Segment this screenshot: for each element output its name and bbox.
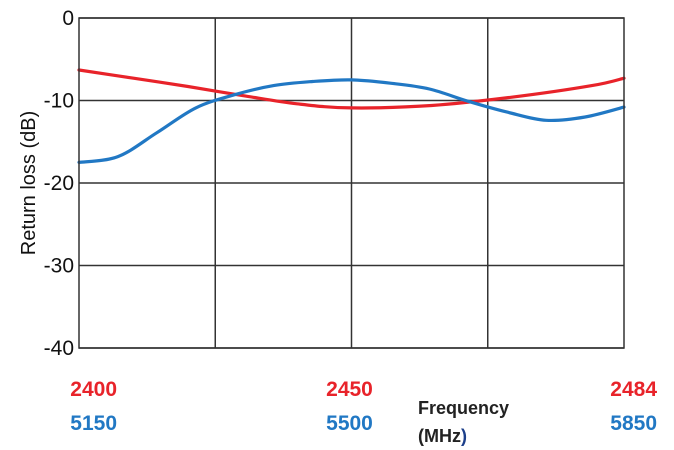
x-tick-label: 5500 bbox=[326, 412, 373, 435]
series-line-red bbox=[77, 68, 626, 110]
x-tick-label: 2400 bbox=[70, 378, 117, 401]
x-axis-label-line1: Frequency bbox=[418, 398, 509, 418]
x-axis-label-close-paren: ) bbox=[461, 426, 467, 446]
series-layer bbox=[77, 68, 626, 164]
x-tick-label: 2450 bbox=[326, 378, 373, 401]
x-tick-label: 5850 bbox=[610, 412, 657, 435]
x-axis-label-line2: (MHz) bbox=[418, 426, 467, 446]
grid-layer bbox=[79, 17, 624, 349]
y-tick-labels: 0 -10 -20 -30 -40 bbox=[44, 7, 74, 360]
y-tick-label: -30 bbox=[44, 255, 74, 278]
x-tick-label: 2484 bbox=[610, 378, 657, 401]
series-line-blue bbox=[77, 78, 626, 164]
plot-frame bbox=[78, 17, 625, 349]
y-tick-label: -40 bbox=[44, 337, 74, 360]
y-tick-label: -20 bbox=[44, 172, 74, 195]
y-tick-label: -10 bbox=[44, 90, 74, 113]
x-axis-label-unit: (MHz bbox=[418, 426, 461, 446]
x-tick-labels: 2400 2450 2484 5150 5500 5850 bbox=[70, 378, 657, 435]
y-axis-label: Return loss (dB) bbox=[18, 111, 40, 256]
x-tick-label: 5150 bbox=[70, 412, 117, 435]
y-tick-label: 0 bbox=[62, 7, 74, 30]
